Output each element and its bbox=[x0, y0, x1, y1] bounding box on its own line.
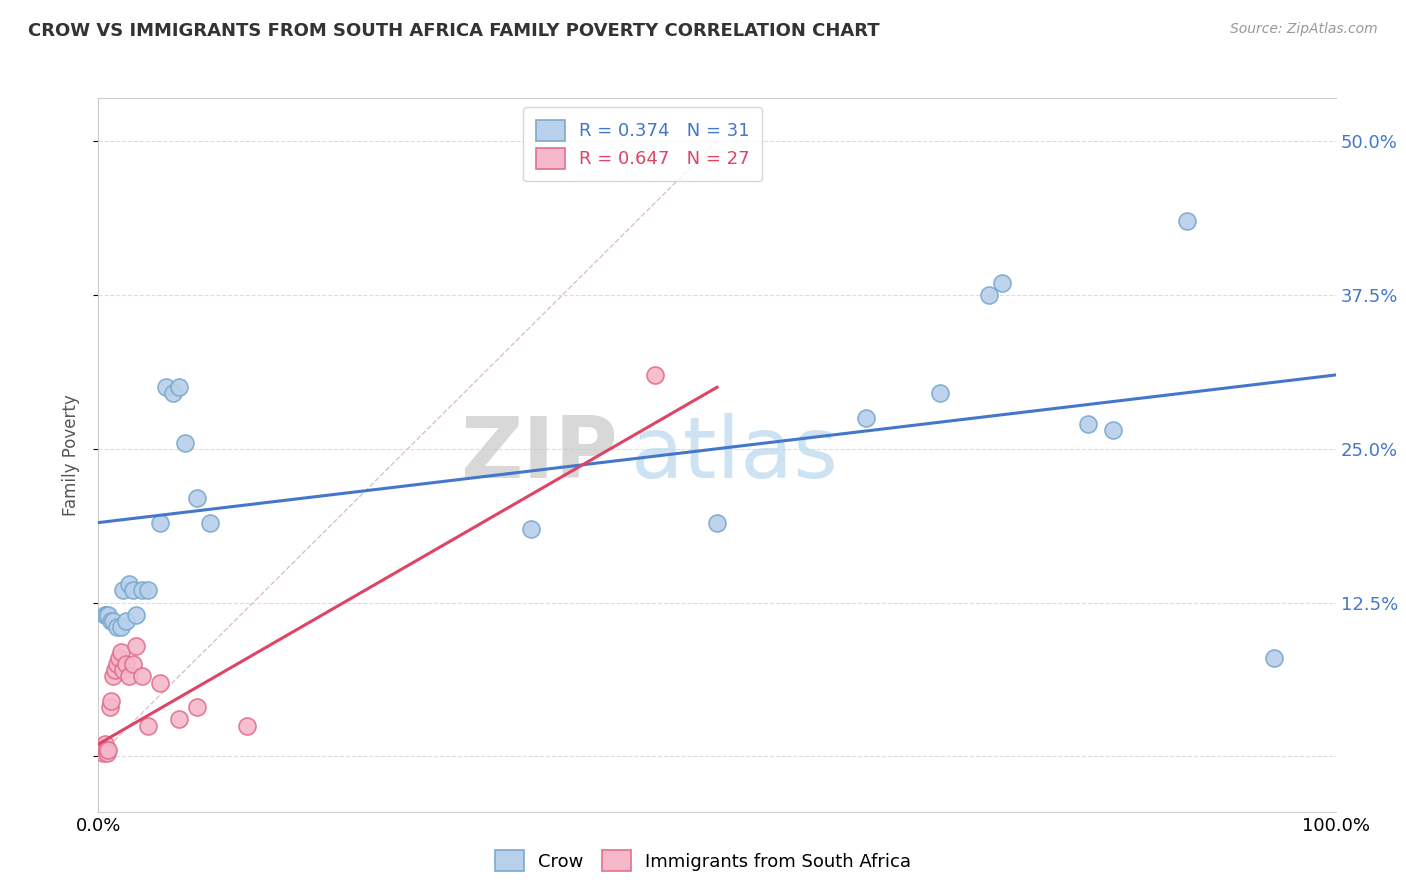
Point bbox=[108, 651, 131, 665]
Point bbox=[112, 663, 135, 677]
Point bbox=[162, 386, 184, 401]
Point bbox=[103, 614, 125, 628]
Legend: Crow, Immigrants from South Africa: Crow, Immigrants from South Africa bbox=[488, 843, 918, 879]
Point bbox=[1102, 423, 1125, 437]
Point bbox=[110, 645, 132, 659]
Point bbox=[110, 620, 132, 634]
Point bbox=[198, 516, 221, 530]
Point bbox=[236, 718, 259, 732]
Point bbox=[155, 380, 177, 394]
Point bbox=[520, 522, 543, 536]
Point bbox=[167, 380, 190, 394]
Point bbox=[114, 657, 136, 671]
Point bbox=[167, 713, 190, 727]
Point bbox=[93, 746, 115, 760]
Point bbox=[928, 386, 950, 401]
Point bbox=[118, 577, 141, 591]
Point bbox=[149, 675, 172, 690]
Point bbox=[131, 583, 153, 598]
Point bbox=[1175, 214, 1198, 228]
Point bbox=[112, 583, 135, 598]
Point bbox=[93, 743, 115, 757]
Point bbox=[131, 669, 153, 683]
Text: Source: ZipAtlas.com: Source: ZipAtlas.com bbox=[1230, 22, 1378, 37]
Text: atlas: atlas bbox=[630, 413, 838, 497]
Point bbox=[114, 614, 136, 628]
Point bbox=[94, 607, 117, 622]
Point bbox=[979, 288, 1001, 302]
Point bbox=[118, 669, 141, 683]
Point bbox=[97, 607, 120, 622]
Y-axis label: Family Poverty: Family Poverty bbox=[62, 394, 80, 516]
Point bbox=[105, 620, 128, 634]
Point bbox=[706, 516, 728, 530]
Text: CROW VS IMMIGRANTS FROM SOUTH AFRICA FAMILY POVERTY CORRELATION CHART: CROW VS IMMIGRANTS FROM SOUTH AFRICA FAM… bbox=[28, 22, 880, 40]
Point bbox=[124, 639, 146, 653]
Point bbox=[90, 743, 112, 757]
Point bbox=[103, 663, 125, 677]
Point bbox=[97, 743, 120, 757]
Point bbox=[1263, 651, 1285, 665]
Point bbox=[98, 700, 121, 714]
Point bbox=[105, 657, 128, 671]
Point bbox=[855, 411, 877, 425]
Point bbox=[186, 491, 208, 505]
Point bbox=[149, 516, 172, 530]
Point bbox=[122, 657, 145, 671]
Point bbox=[124, 607, 146, 622]
Point bbox=[186, 700, 208, 714]
Point bbox=[94, 743, 117, 757]
Point bbox=[644, 368, 666, 382]
Point bbox=[96, 746, 118, 760]
Text: ZIP: ZIP bbox=[460, 413, 619, 497]
Point bbox=[136, 718, 159, 732]
Point bbox=[1077, 417, 1099, 432]
Legend: R = 0.374   N = 31, R = 0.647   N = 27: R = 0.374 N = 31, R = 0.647 N = 27 bbox=[523, 107, 762, 181]
Point bbox=[93, 607, 115, 622]
Point bbox=[100, 694, 122, 708]
Point bbox=[990, 276, 1012, 290]
Point bbox=[91, 743, 114, 757]
Point bbox=[93, 737, 115, 751]
Point bbox=[136, 583, 159, 598]
Point bbox=[103, 669, 125, 683]
Point bbox=[122, 583, 145, 598]
Point bbox=[174, 435, 197, 450]
Point bbox=[100, 614, 122, 628]
